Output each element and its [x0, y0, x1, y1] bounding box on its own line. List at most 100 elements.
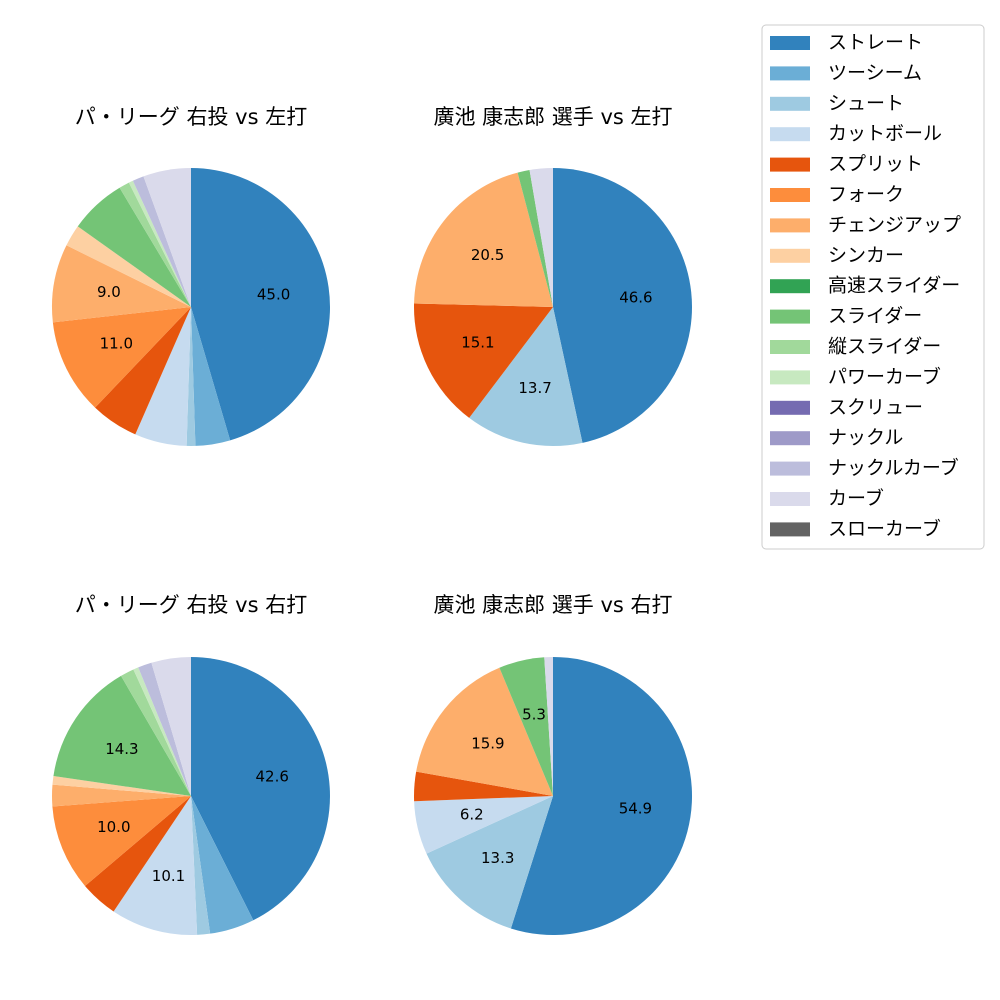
legend-swatch	[770, 127, 810, 142]
legend-item: フォーク	[770, 184, 904, 206]
pie-slice	[186, 307, 196, 446]
legend-label: ナックルカーブ	[828, 456, 959, 479]
legend-label: ナックル	[828, 427, 903, 449]
pie-slice	[416, 667, 553, 796]
legend-item: カーブ	[770, 487, 884, 510]
pie-slice	[414, 796, 553, 854]
pie-slice	[151, 657, 191, 796]
legend-label: シンカー	[828, 244, 904, 266]
legend-item: ナックルカーブ	[770, 456, 959, 479]
legend-item: シンカー	[770, 244, 904, 266]
slice-value-label: 20.5	[471, 246, 504, 264]
legend-item: スローカーブ	[770, 517, 941, 540]
legend-item: ナックル	[770, 427, 903, 449]
legend-swatch	[770, 400, 810, 415]
legend-label: シュート	[828, 92, 904, 114]
pie-slice	[138, 662, 191, 796]
legend-swatch	[770, 431, 810, 446]
legend-swatch	[770, 188, 810, 202]
pie-slice	[113, 796, 198, 936]
legend-swatch	[770, 96, 810, 111]
slice-value-label: 46.6	[619, 289, 652, 307]
pie-slice	[52, 796, 191, 886]
pie-slice	[544, 657, 553, 796]
pie-slice	[413, 303, 553, 418]
slice-value-label: 10.1	[152, 867, 185, 885]
pie-slice	[529, 168, 553, 307]
pie-slice	[119, 182, 191, 307]
legend-label: フォーク	[828, 184, 904, 206]
pie-slice	[191, 796, 211, 935]
slice-value-label: 6.2	[460, 806, 484, 824]
pie-slice	[553, 168, 692, 443]
legend-item: シュート	[770, 92, 904, 114]
legend-item: スクリュー	[770, 396, 923, 418]
slice-value-label: 9.0	[97, 283, 121, 301]
legend-swatch	[770, 248, 810, 263]
slice-value-label: 10.0	[97, 818, 130, 836]
pie-slice	[77, 187, 191, 307]
pie-slice	[191, 657, 330, 921]
chart-title: 廣池 康志郎 選手 vs 左打	[433, 105, 672, 129]
legend-swatch	[770, 66, 810, 81]
legend-items: ストレートツーシームシュートカットボールスプリットフォークチェンジアップシンカー…	[770, 32, 961, 540]
legend-label: 高速スライダー	[828, 275, 960, 297]
legend-swatch	[770, 218, 810, 233]
legend-item: カットボール	[770, 123, 942, 145]
legend-label: カーブ	[828, 487, 884, 510]
slice-value-label: 42.6	[255, 767, 288, 785]
legend-item: ストレート	[770, 32, 923, 54]
legend-label: チェンジアップ	[828, 214, 961, 236]
pie-slice	[66, 226, 191, 307]
slice-value-label: 14.3	[105, 740, 138, 758]
legend-label: パワーカーブ	[828, 365, 941, 388]
pie-slice	[52, 775, 192, 796]
legend-swatch	[770, 309, 810, 324]
chart-title: パ・リーグ 右投 vs 左打	[75, 105, 307, 129]
slice-value-label: 45.0	[257, 286, 290, 304]
legend-swatch	[770, 157, 810, 172]
legend-item: スプリット	[770, 153, 923, 175]
legend-label: ストレート	[828, 32, 923, 54]
legend: ストレートツーシームシュートカットボールスプリットフォークチェンジアップシンカー…	[761, 24, 985, 550]
pie-slice	[469, 307, 583, 446]
slice-value-label: 11.0	[100, 335, 133, 353]
pie-slice	[128, 180, 191, 307]
legend-label: カットボール	[828, 123, 942, 145]
pie-slice	[414, 771, 553, 802]
legend-item: 高速スライダー	[770, 275, 960, 297]
slice-value-label: 15.1	[461, 334, 494, 352]
slice-value-label: 13.3	[481, 849, 514, 867]
pie-slice	[95, 307, 191, 435]
slice-value-label: 15.9	[471, 734, 504, 752]
legend-item: ツーシーム	[770, 62, 922, 84]
pie-slice	[121, 669, 191, 796]
legend-swatch	[770, 461, 810, 476]
legend-item: パワーカーブ	[770, 365, 941, 388]
pie-slice	[51, 784, 192, 807]
chart-title: 廣池 康志郎 選手 vs 右打	[433, 593, 672, 617]
pie-slice	[191, 307, 231, 446]
pie-slice	[132, 176, 191, 307]
legend-swatch	[770, 36, 810, 50]
legend-swatch	[770, 492, 810, 506]
pie-slice	[53, 675, 192, 796]
pie-slice	[52, 307, 191, 408]
pie-slice	[52, 245, 192, 323]
chart-title: パ・リーグ 右投 vs 右打	[75, 593, 307, 617]
pie-slice	[426, 796, 553, 929]
slice-value-label: 5.3	[522, 705, 546, 723]
legend-swatch	[770, 340, 810, 354]
slice-value-label: 54.9	[619, 799, 652, 817]
legend-label: スローカーブ	[828, 517, 941, 540]
pie-slice	[517, 170, 553, 307]
pie-slice	[191, 168, 331, 441]
pie-chart-3: パ・リーグ 右投 vs 右打 42.6 10.1 10.0 14.3	[51, 593, 330, 936]
legend-frame	[761, 24, 985, 550]
pie-slice	[510, 657, 693, 935]
pie-slice	[133, 667, 191, 796]
pie-charts: パ・リーグ 右投 vs 左打 45.0 11.0 9.0 廣池 康志郎 選手 vs 左打…	[51, 105, 693, 936]
legend-swatch	[770, 279, 810, 294]
legend-swatch	[770, 370, 810, 385]
